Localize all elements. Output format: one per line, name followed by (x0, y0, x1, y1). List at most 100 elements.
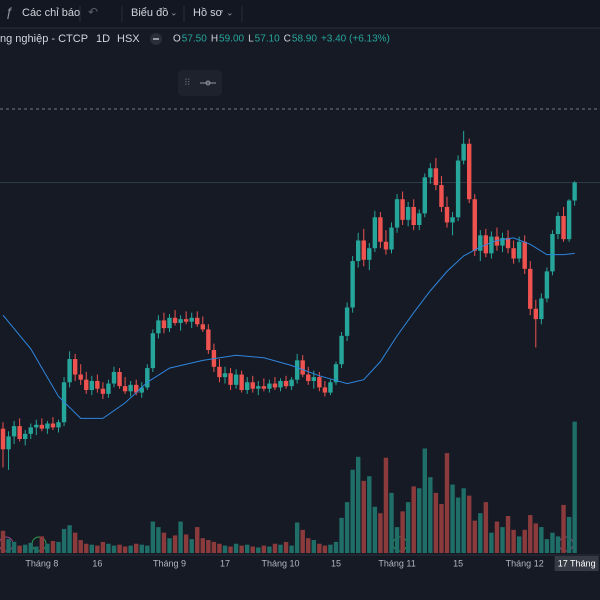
candle-body (566, 200, 572, 240)
volume-bar (317, 543, 322, 553)
volume-bar (494, 521, 500, 553)
volume-bar (333, 541, 339, 553)
candle-body (111, 371, 117, 384)
volume-bar (111, 545, 117, 553)
volume-bar (539, 527, 544, 553)
candle-body (167, 317, 172, 329)
candle-body (217, 366, 222, 378)
candle-body (333, 364, 339, 383)
volume-bar (0, 530, 6, 553)
candle-body (533, 308, 538, 320)
volume-bar (178, 521, 183, 553)
candle-body (400, 199, 405, 220)
candle-body (150, 333, 156, 369)
candle-body (239, 374, 244, 390)
candle-body (306, 374, 311, 381)
candle-body (95, 380, 100, 389)
candle-body (250, 382, 255, 389)
candle-body (256, 386, 261, 389)
candle-body (417, 213, 422, 225)
toolbar-button[interactable]: Biểu đồ (131, 7, 168, 19)
candle-body (528, 268, 533, 309)
candle-body (455, 160, 461, 218)
volume-bar (217, 543, 222, 553)
candle-body (278, 380, 283, 388)
volume-bar (161, 532, 167, 553)
candle-body (45, 423, 50, 429)
volume-bar (378, 513, 383, 553)
time-label: Tháng 11 (378, 558, 415, 568)
time-label: Tháng 9 (153, 558, 186, 568)
candle-body (339, 335, 344, 365)
volume-bar (139, 544, 144, 553)
dropdown-arrow: ⌄ (226, 7, 234, 17)
volume-bar (245, 544, 250, 553)
candle-body (17, 426, 22, 439)
volume-bar (344, 502, 350, 553)
volume-bar (322, 545, 328, 553)
candle-body (34, 424, 39, 428)
volume-bar (483, 502, 489, 553)
time-label: 17 (220, 558, 230, 568)
candle-body (67, 359, 72, 383)
volume-bar (250, 546, 255, 553)
volume-bar (500, 527, 505, 553)
volume-bar (533, 523, 538, 553)
volume-bar (389, 492, 394, 553)
candle-body (367, 248, 372, 260)
volume-bar (122, 546, 128, 553)
candle-body (317, 377, 322, 388)
candle-body (245, 382, 250, 390)
volume-bar (405, 502, 411, 553)
candle-body (389, 227, 394, 250)
candle-body (494, 236, 500, 246)
candle-body (11, 426, 17, 437)
ohlc-key: C (284, 34, 291, 45)
ohlc-legend: O 57.50 H 59.00 L 57.10 C 58.90 +3.40 (+6.13%) (173, 34, 390, 45)
volume-bar (272, 543, 278, 553)
volume-bar (383, 457, 389, 553)
candle-body (361, 240, 366, 260)
time-label: Tháng 8 (25, 558, 58, 568)
volume-bar (106, 543, 111, 553)
volume-bar (372, 506, 378, 553)
volume-bar (172, 535, 178, 553)
volume-bar (233, 543, 239, 553)
volume-bar (489, 532, 494, 553)
volume-bar (516, 536, 522, 553)
undo-button[interactable]: ↶ (88, 5, 98, 19)
volume-bar (455, 497, 461, 553)
candle-body (444, 206, 450, 223)
volume-bar (11, 541, 17, 553)
volume-bar (89, 544, 94, 553)
volume-bar (134, 543, 139, 553)
candle-body (289, 379, 294, 387)
volume-bar (339, 517, 344, 553)
volume-bar (555, 536, 561, 553)
time-label: Tháng 10 (261, 558, 299, 568)
volume-bar (6, 539, 11, 553)
candle-body (56, 422, 61, 428)
volume-bar (306, 538, 311, 553)
toolbar-button[interactable]: Hồ sơ (193, 7, 223, 19)
volume-bar (283, 541, 289, 553)
candle-body (222, 373, 228, 378)
time-label: 15 (453, 558, 463, 568)
ohlc-key: L (248, 34, 254, 45)
time-label: 17 Tháng (558, 558, 596, 568)
dropdown-arrow: ⌄ (170, 7, 178, 17)
candle-body (84, 379, 89, 390)
candle-body (189, 317, 194, 322)
volume-bar (206, 540, 211, 553)
volume-bar (566, 516, 572, 553)
volume-bar (550, 532, 555, 553)
exchange: HSX (117, 33, 140, 45)
toolbar-button[interactable]: Các chỉ báo (22, 7, 80, 19)
volume-bar (439, 503, 444, 553)
candle-body (344, 307, 350, 336)
volume-bar (528, 515, 533, 553)
candle-body (78, 374, 83, 380)
time-axis (0, 555, 600, 572)
